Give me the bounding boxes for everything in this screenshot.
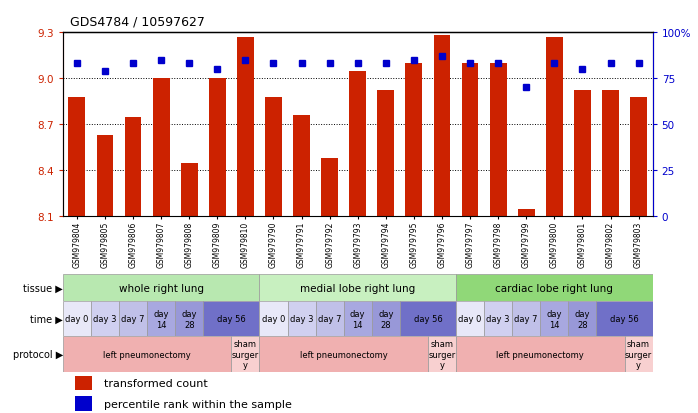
Text: left pneumonectomy: left pneumonectomy bbox=[300, 350, 387, 358]
Bar bbox=[484, 301, 512, 337]
Text: sham
surger
y: sham surger y bbox=[232, 339, 259, 369]
Text: day 56: day 56 bbox=[414, 315, 443, 323]
Text: day 3: day 3 bbox=[94, 315, 117, 323]
Bar bbox=[181, 163, 198, 217]
Bar bbox=[602, 91, 619, 217]
Bar bbox=[349, 71, 366, 217]
Bar bbox=[75, 376, 92, 390]
Text: day 3: day 3 bbox=[290, 315, 313, 323]
Bar bbox=[147, 301, 175, 337]
Bar bbox=[400, 301, 456, 337]
Bar bbox=[119, 301, 147, 337]
Bar bbox=[231, 337, 260, 372]
Bar bbox=[63, 337, 231, 372]
Bar bbox=[260, 301, 288, 337]
Text: percentile rank within the sample: percentile rank within the sample bbox=[104, 399, 292, 409]
Bar bbox=[125, 117, 142, 217]
Bar bbox=[625, 337, 653, 372]
Bar bbox=[490, 64, 507, 217]
Text: day 3: day 3 bbox=[487, 315, 510, 323]
Text: whole right lung: whole right lung bbox=[119, 283, 204, 293]
Bar bbox=[265, 97, 282, 217]
Bar bbox=[574, 91, 591, 217]
Text: day
28: day 28 bbox=[574, 309, 591, 329]
Bar bbox=[406, 64, 422, 217]
Text: day
28: day 28 bbox=[378, 309, 394, 329]
Text: time ▶: time ▶ bbox=[30, 314, 63, 324]
Bar bbox=[540, 301, 568, 337]
Bar bbox=[260, 275, 456, 301]
Bar bbox=[237, 38, 254, 217]
Text: day
28: day 28 bbox=[181, 309, 197, 329]
Text: protocol ▶: protocol ▶ bbox=[13, 349, 63, 359]
Text: left pneumonectomy: left pneumonectomy bbox=[496, 350, 584, 358]
Bar bbox=[456, 275, 653, 301]
Bar bbox=[63, 275, 260, 301]
Bar bbox=[153, 79, 170, 217]
Bar bbox=[456, 301, 484, 337]
Text: day 7: day 7 bbox=[121, 315, 144, 323]
Bar bbox=[260, 337, 428, 372]
Bar bbox=[568, 301, 597, 337]
Bar bbox=[321, 159, 338, 217]
Bar bbox=[372, 301, 400, 337]
Bar bbox=[433, 36, 450, 217]
Text: left pneumonectomy: left pneumonectomy bbox=[103, 350, 191, 358]
Text: day 56: day 56 bbox=[217, 315, 246, 323]
Bar bbox=[456, 337, 625, 372]
Bar bbox=[63, 301, 91, 337]
Bar bbox=[343, 301, 372, 337]
Text: day
14: day 14 bbox=[350, 309, 366, 329]
Bar bbox=[293, 116, 310, 217]
Text: day 0: day 0 bbox=[65, 315, 89, 323]
Text: day 7: day 7 bbox=[514, 315, 538, 323]
Bar bbox=[461, 64, 479, 217]
Bar bbox=[209, 79, 225, 217]
Text: day 0: day 0 bbox=[459, 315, 482, 323]
Bar bbox=[428, 337, 456, 372]
Bar bbox=[597, 301, 653, 337]
Text: day 7: day 7 bbox=[318, 315, 341, 323]
Text: cardiac lobe right lung: cardiac lobe right lung bbox=[496, 283, 614, 293]
Bar bbox=[203, 301, 260, 337]
Bar bbox=[96, 135, 113, 217]
Text: day 0: day 0 bbox=[262, 315, 285, 323]
Text: sham
surger
y: sham surger y bbox=[625, 339, 652, 369]
Bar bbox=[288, 301, 315, 337]
Bar bbox=[518, 209, 535, 217]
Text: transformed count: transformed count bbox=[104, 378, 208, 388]
Text: tissue ▶: tissue ▶ bbox=[23, 283, 63, 293]
Bar bbox=[68, 97, 85, 217]
Bar bbox=[512, 301, 540, 337]
Bar bbox=[175, 301, 203, 337]
Bar bbox=[75, 396, 92, 411]
Bar bbox=[91, 301, 119, 337]
Bar bbox=[546, 38, 563, 217]
Text: GDS4784 / 10597627: GDS4784 / 10597627 bbox=[70, 16, 205, 29]
Text: medial lobe right lung: medial lobe right lung bbox=[300, 283, 415, 293]
Bar bbox=[630, 97, 647, 217]
Bar bbox=[378, 91, 394, 217]
Text: sham
surger
y: sham surger y bbox=[429, 339, 456, 369]
Bar bbox=[315, 301, 343, 337]
Text: day
14: day 14 bbox=[547, 309, 562, 329]
Text: day 56: day 56 bbox=[610, 315, 639, 323]
Text: day
14: day 14 bbox=[154, 309, 169, 329]
